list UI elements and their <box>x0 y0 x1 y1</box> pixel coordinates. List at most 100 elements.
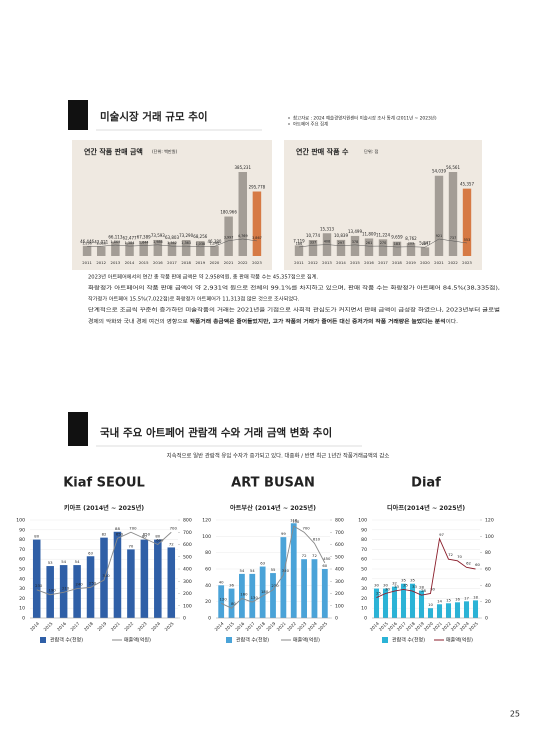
y-tick-label: 80 <box>205 550 211 556</box>
value-label: 9,659 <box>391 235 403 240</box>
legend-label: 매출액(억원) <box>124 637 151 644</box>
y2-tick-label: 700 <box>183 530 192 536</box>
bar <box>454 602 461 618</box>
line-label: 240 <box>75 582 83 587</box>
y-tick-label: 20 <box>361 596 367 602</box>
y2-tick-label: 500 <box>183 554 192 560</box>
x-tick-label: 2021 <box>276 621 287 632</box>
note: 참고자료 : 2024 예술경영지원센터 미술시장 조사 통계 (2011년 ~… <box>293 115 437 122</box>
secondary-label: 1,986 <box>153 240 163 244</box>
y2-tick-label: 0 <box>485 616 488 622</box>
bar <box>391 586 398 618</box>
x-tick-label: 2025 <box>317 621 328 632</box>
bullet <box>288 117 290 119</box>
bar-label: 36 <box>229 583 234 588</box>
secondary-label: 1,644 <box>139 241 149 245</box>
section-marker <box>68 100 88 130</box>
line-label: 310 <box>102 573 110 578</box>
secondary-label: 553 <box>464 238 470 242</box>
secondary-label: 1,384 <box>125 241 135 245</box>
value-label: 54,039 <box>432 169 446 174</box>
fair-logo: ART BUSAN <box>231 476 315 491</box>
secondary-label: 186 <box>296 242 302 246</box>
line-label: 97 <box>439 532 444 537</box>
paragraph-line: 작가정가 아트페어 15.5%(7,022점)로 화랑정가 아트페어가 11,3… <box>88 295 300 303</box>
section-title: 미술시장 거래 규모 추이 <box>100 110 208 123</box>
x-tick-label: 2014 <box>214 621 225 632</box>
bar <box>427 608 434 618</box>
x-tick-label: 2016 <box>364 260 374 265</box>
line-label: 450 <box>323 556 331 561</box>
bar <box>140 539 149 618</box>
line-label: 650 <box>116 531 124 536</box>
bar-label: 54 <box>61 559 66 564</box>
line-label: 600 <box>156 538 164 543</box>
value-label: 43,021 <box>94 240 108 245</box>
bar <box>290 523 297 618</box>
section-marker <box>68 412 88 446</box>
bar <box>154 539 162 618</box>
y-tick-label: 50 <box>19 567 25 573</box>
x-tick-label: 2014 <box>336 260 346 265</box>
bar <box>308 239 318 256</box>
bar <box>125 242 134 256</box>
bar <box>350 235 360 256</box>
y2-tick-label: 60 <box>485 567 491 573</box>
secondary-line <box>87 238 257 248</box>
line-label: 60 <box>475 562 480 567</box>
x-tick-label: 2019 <box>414 621 425 632</box>
secondary-label: 209 <box>408 242 414 246</box>
secondary-label: 261 <box>366 241 372 245</box>
secondary-label: 378 <box>352 240 358 244</box>
line-label: 350 <box>282 568 290 573</box>
line-label: 30 <box>385 587 390 592</box>
secondary-label: 408 <box>324 240 330 244</box>
bar-label: 60 <box>322 563 327 568</box>
bullet <box>288 123 290 125</box>
y2-tick-label: 400 <box>335 567 344 573</box>
paragraph-line: 경제의 악화와 국내 경제 여건의 영향으로 작품거래 총금액은 줄어들었지만,… <box>88 317 458 325</box>
line-label: 62 <box>466 560 471 565</box>
bar <box>127 549 135 618</box>
value-label: 5,847 <box>419 240 431 245</box>
secondary-label: 1,240 <box>210 241 220 245</box>
bar-label: 14 <box>437 598 442 603</box>
y-tick-label: 70 <box>19 547 25 553</box>
bar <box>445 603 452 618</box>
x-tick-label: 2021 <box>110 621 121 632</box>
line-label: 700 <box>170 525 178 530</box>
legend-label: 매출액(억원) <box>446 637 473 644</box>
bar <box>382 588 389 618</box>
line-label: 25 <box>376 591 381 596</box>
bar <box>448 172 458 256</box>
bar <box>46 566 54 618</box>
bar-label: 72 <box>302 553 307 558</box>
bar-label: 80 <box>155 534 160 539</box>
line-label: 30 <box>430 587 435 592</box>
bar-label: 10 <box>428 602 433 607</box>
bar-label: 30 <box>374 583 379 588</box>
x-tick-label: 2017 <box>245 621 256 632</box>
x-tick-label: 2011 <box>82 260 92 265</box>
y-tick-label: 10 <box>19 606 25 612</box>
fair-logo: Diaf <box>411 476 441 491</box>
x-tick-label: 2023 <box>450 621 461 632</box>
bar-label: 80 <box>142 534 147 539</box>
x-tick-label: 2024 <box>150 621 161 632</box>
bar-label: 15 <box>446 597 451 602</box>
value-label: 7,119 <box>293 238 305 243</box>
bar <box>400 583 407 618</box>
bar <box>280 537 287 618</box>
x-tick-label: 2024 <box>459 621 470 632</box>
bar <box>472 600 479 618</box>
y2-tick-label: 700 <box>335 530 344 536</box>
value-label: 385,231 <box>234 165 251 170</box>
line-label: 33 <box>394 584 399 589</box>
value-label: 11,224 <box>376 232 390 237</box>
value-label: 11,800 <box>362 231 376 236</box>
x-tick-label: 2018 <box>255 621 266 632</box>
bar-label: 18 <box>473 594 478 599</box>
paragraph-line: 2023년 아트페어에서의 연간 총 작품 판매 금액은 약 2,958억원, … <box>88 273 318 281</box>
bar <box>406 242 416 256</box>
